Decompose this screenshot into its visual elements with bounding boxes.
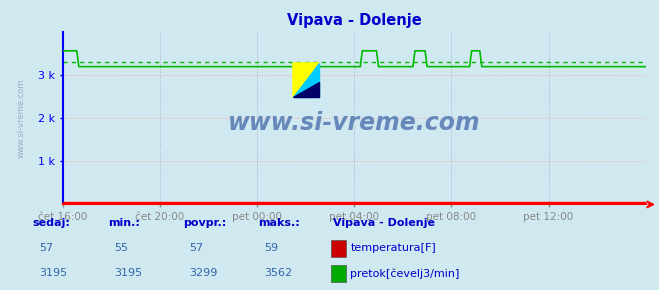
- Title: Vipava - Dolenje: Vipava - Dolenje: [287, 13, 422, 28]
- Text: 57: 57: [40, 243, 53, 253]
- Text: 3195: 3195: [40, 268, 67, 278]
- Bar: [331, 265, 346, 282]
- Text: www.si-vreme.com: www.si-vreme.com: [228, 111, 480, 135]
- Text: 59: 59: [264, 243, 278, 253]
- Polygon shape: [293, 82, 319, 97]
- Text: www.si-vreme.com: www.si-vreme.com: [17, 78, 26, 158]
- Text: min.:: min.:: [107, 218, 140, 228]
- Text: 55: 55: [114, 243, 129, 253]
- Text: povpr.:: povpr.:: [183, 218, 226, 228]
- Text: maks.:: maks.:: [258, 218, 300, 228]
- Text: 3299: 3299: [189, 268, 217, 278]
- Text: 57: 57: [189, 243, 204, 253]
- Text: 3195: 3195: [114, 268, 142, 278]
- Text: sedaj:: sedaj:: [33, 218, 71, 228]
- Text: temperatura[F]: temperatura[F]: [351, 243, 436, 253]
- Polygon shape: [293, 63, 319, 97]
- Bar: [331, 240, 346, 257]
- Text: Vipava - Dolenje: Vipava - Dolenje: [333, 218, 435, 228]
- Text: 3562: 3562: [264, 268, 293, 278]
- Polygon shape: [293, 63, 319, 97]
- Text: pretok[čevelj3/min]: pretok[čevelj3/min]: [351, 268, 460, 279]
